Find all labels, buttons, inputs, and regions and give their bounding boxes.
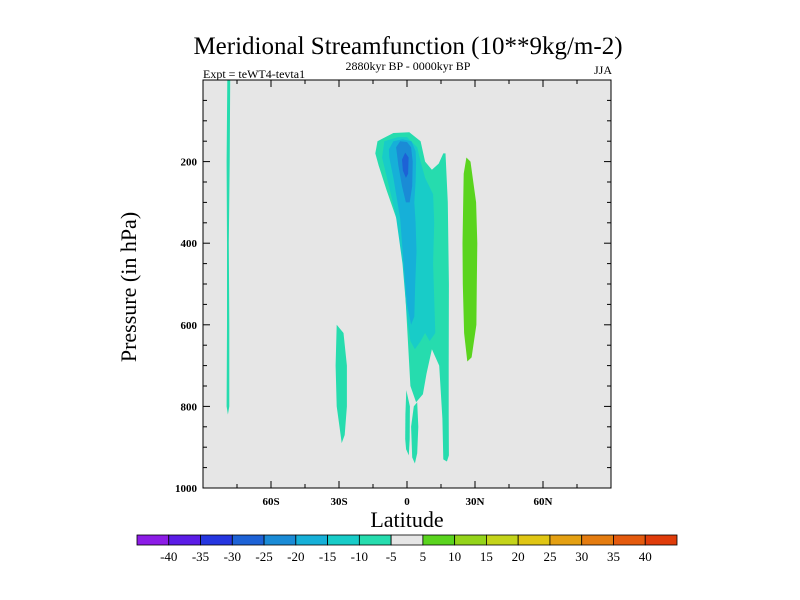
y-tick-label: 1000: [175, 483, 198, 495]
colorbar-label: 15: [480, 549, 493, 564]
colorbar-label: -30: [224, 549, 241, 564]
colorbar-box: [200, 534, 233, 546]
contour-sh-subtropic-blob: [335, 324, 347, 444]
x-tick-label: 30S: [330, 496, 347, 508]
colorbar-label: 5: [420, 549, 427, 564]
colorbar-box: [644, 534, 678, 546]
colorbar-box: [581, 534, 614, 546]
contour-sfc-blob-a: [405, 390, 410, 456]
y-tick-label: 800: [181, 401, 198, 413]
colorbar-label: -15: [319, 549, 336, 564]
x-tick-label: 60N: [534, 496, 553, 508]
colorbar-label: 30: [575, 549, 588, 564]
contour-nh-positive-cell: [462, 157, 478, 362]
colorbar-label: 25: [543, 549, 556, 564]
x-tick-label: 0: [404, 496, 410, 508]
x-axis-label: Latitude: [370, 507, 443, 532]
colorbar-label: -5: [386, 549, 397, 564]
colorbar-box: [454, 534, 487, 546]
axis-ticks: 200 400 600 800 1000 60S 30S 0 30N 60N: [175, 80, 611, 508]
experiment-label: Expt = teWT4-tevta1: [203, 67, 305, 81]
y-axis-label: Pressure (in hPa): [116, 212, 141, 362]
contour-cell-peak: [402, 152, 409, 178]
colorbar-label: 35: [607, 549, 620, 564]
colorbar-label: -35: [192, 549, 209, 564]
contour-regions: [226, 80, 478, 464]
colorbar-label: 40: [639, 549, 652, 564]
colorbar-box: [486, 534, 519, 546]
colorbar-label: 20: [512, 549, 525, 564]
chart-title: Meridional Streamfunction (10**9kg/m-2): [193, 33, 622, 60]
y-tick-label: 200: [181, 157, 198, 169]
x-tick-label: 60S: [262, 496, 279, 508]
colorbar-box: [613, 534, 646, 546]
colorbar-label: -20: [287, 549, 304, 564]
colorbar-label: -25: [255, 549, 272, 564]
contour-sfc-blob-b: [411, 402, 419, 464]
plot-area: 200 400 600 800 1000 60S 30S 0 30N 60N: [175, 79, 612, 508]
colorbar-box: [168, 534, 201, 546]
colorbar-box: [358, 534, 392, 546]
colorbar-box: [263, 534, 297, 546]
time-range-label: 2880kyr BP - 0000kyr BP: [346, 59, 471, 73]
y-tick-label: 600: [181, 320, 198, 332]
colorbar-box: [327, 534, 360, 546]
y-tick-label: 400: [181, 238, 198, 250]
colorbar-box: [231, 534, 265, 546]
colorbar-box: [136, 534, 170, 546]
colorbar-box: [517, 534, 551, 546]
colorbar-box: [295, 534, 328, 546]
colorbar-box: [549, 534, 583, 546]
colorbar-label: 10: [448, 549, 461, 564]
colorbar-box: [390, 534, 424, 546]
colorbar-box: [422, 534, 456, 546]
colorbar: -40 -35 -30 -25 -20 -15 -10 -5 5 10 15 20 25 30 35 40: [136, 534, 678, 564]
contour-sh-polar-strip: [226, 80, 231, 415]
colorbar-label: -40: [160, 549, 177, 564]
season-label: JJA: [594, 63, 612, 77]
x-tick-label: 30N: [466, 496, 485, 508]
colorbar-label: -10: [351, 549, 368, 564]
